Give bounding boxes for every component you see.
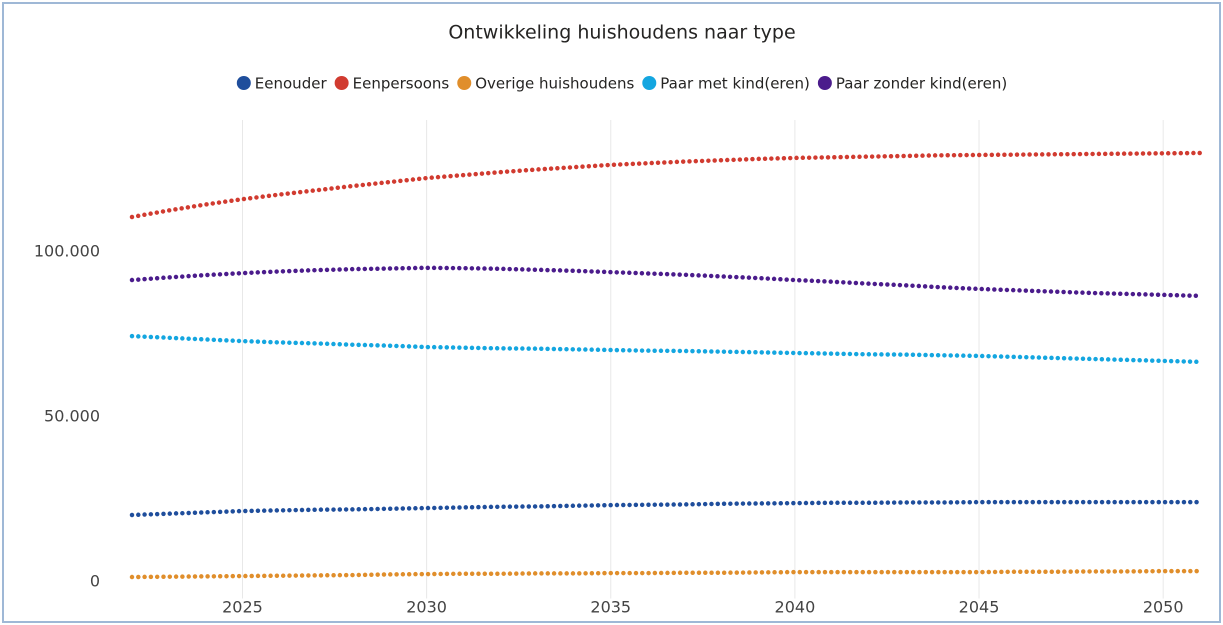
- y-tick-label: 100.000: [34, 242, 100, 261]
- y-tick-label: 0: [90, 572, 100, 591]
- series-line: [129, 265, 1203, 299]
- x-tick-label: 2040: [775, 598, 816, 617]
- legend-label: Overige huishoudens: [475, 75, 634, 93]
- legend-marker: [817, 76, 832, 90]
- legend-marker: [236, 76, 251, 90]
- legend-label: Eenouder: [255, 75, 328, 93]
- x-tick-label: 2025: [222, 598, 263, 617]
- legend-label: Eenpersoons: [353, 75, 450, 93]
- x-tick-label: 2030: [406, 598, 447, 617]
- series-line: [129, 150, 1203, 220]
- x-tick-label: 2050: [1143, 598, 1184, 617]
- chart-title: Ontwikkeling huishoudens naar type: [448, 22, 795, 44]
- series-line: [129, 333, 1203, 365]
- legend-marker: [457, 76, 472, 90]
- series-line: [129, 499, 1203, 518]
- legend-marker: [642, 76, 657, 90]
- x-tick-label: 2035: [590, 598, 631, 617]
- y-tick-label: 50.000: [44, 407, 100, 426]
- legend-label: Paar met kind(eren): [660, 75, 810, 93]
- legend-marker: [334, 76, 349, 90]
- legend-label: Paar zonder kind(eren): [836, 75, 1007, 93]
- series-line: [129, 568, 1203, 580]
- x-tick-label: 2045: [959, 598, 1000, 617]
